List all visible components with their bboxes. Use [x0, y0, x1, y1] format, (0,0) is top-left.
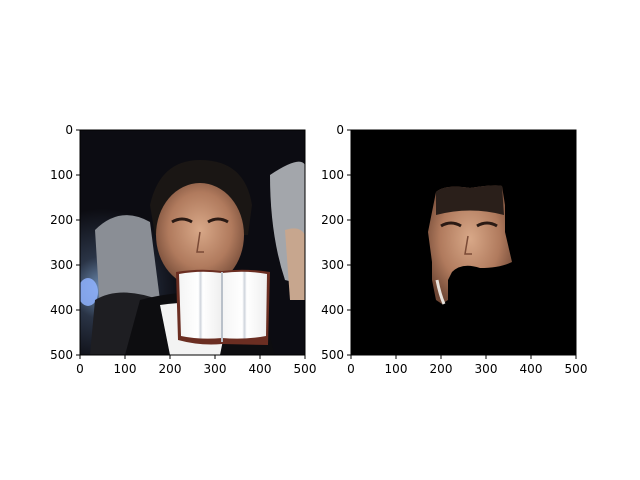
axes-frame-2 — [350, 129, 577, 356]
x-tick-label: 300 — [204, 362, 227, 376]
x-tick-label: 200 — [159, 362, 182, 376]
x-tick-label: 400 — [249, 362, 272, 376]
x-tick-label: 0 — [347, 362, 355, 376]
x-tick-label: 100 — [114, 362, 137, 376]
y-tick-label: 200 — [321, 213, 344, 227]
y-tick-label: 400 — [50, 303, 73, 317]
photo-image — [80, 130, 305, 355]
y-tick-label: 200 — [50, 213, 73, 227]
y-tick-label: 500 — [50, 348, 73, 362]
x-tick-label: 500 — [294, 362, 317, 376]
x-tick-label: 0 — [76, 362, 84, 376]
segmented-image — [351, 130, 576, 355]
y-tick-label: 300 — [321, 258, 344, 272]
y-tick-label: 0 — [336, 123, 344, 137]
x-tick-label: 500 — [565, 362, 588, 376]
x-tick-label: 300 — [475, 362, 498, 376]
open-book-icon — [176, 269, 270, 345]
y-tick-label: 100 — [50, 168, 73, 182]
y-tick-label: 400 — [321, 303, 344, 317]
y-tick-label: 0 — [65, 123, 73, 137]
x-tick-label: 400 — [520, 362, 543, 376]
y-tick-label: 500 — [321, 348, 344, 362]
x-tick-label: 200 — [430, 362, 453, 376]
y-tick-label: 100 — [321, 168, 344, 182]
axes-frame-1 — [79, 129, 306, 356]
x-tick-label: 100 — [385, 362, 408, 376]
y-tick-label: 300 — [50, 258, 73, 272]
